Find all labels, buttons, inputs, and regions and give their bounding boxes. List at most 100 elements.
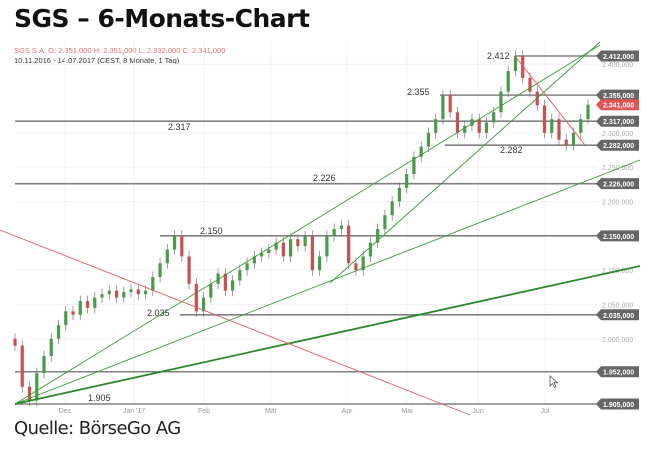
candle-body [310, 235, 314, 271]
candle-body [122, 292, 126, 298]
candle-body [129, 289, 133, 293]
candle-body [354, 263, 358, 271]
level-label: 2.412 [487, 51, 510, 61]
level-tag-text: 2.226,000 [603, 182, 634, 189]
trend-line [329, 41, 601, 284]
candle-body [56, 325, 61, 339]
x-tick-label: Mai [401, 408, 413, 415]
candle-body [187, 256, 191, 284]
last-price-text: 2.341,000 [603, 103, 634, 110]
candle-body [397, 187, 402, 202]
candle-body [463, 126, 467, 133]
level-tag-text: 2.282,000 [603, 143, 634, 150]
level-label: 2.355 [407, 87, 430, 97]
level-tag [596, 366, 639, 378]
candle-body [368, 242, 373, 257]
level-tag-text: 2.150,000 [603, 234, 634, 241]
candle-body [325, 235, 329, 257]
candle-body [27, 386, 32, 401]
candle-body [412, 156, 416, 175]
candle-body [107, 290, 111, 295]
trend-line [14, 44, 601, 405]
candle-body [143, 290, 148, 295]
level-tag [596, 230, 639, 242]
instrument-info: SGS S.A. O: 2.351,000 H: 2.351,000 L: 2.… [14, 46, 225, 55]
candle-body [455, 112, 460, 133]
x-tick-label: Mär [265, 408, 278, 415]
candle-body [20, 345, 24, 387]
candle-body [93, 297, 97, 308]
candle-body [114, 290, 119, 298]
candle-body [542, 105, 547, 133]
source-caption: Quelle: BörseGo AG [14, 418, 181, 439]
level-tag [596, 398, 639, 410]
candle-body [194, 283, 198, 312]
candle-body [492, 112, 496, 123]
candle-body [528, 77, 532, 92]
period-info: 10.11.2016 - 14.07.2017 (CEST, 8 Monate,… [14, 56, 180, 65]
candle-body [361, 256, 365, 271]
candle-body [281, 242, 285, 257]
level-label: 2.150 [200, 226, 223, 236]
candle-body [557, 119, 561, 140]
candle-body [230, 280, 235, 291]
candle-body [260, 252, 264, 257]
candle-body [426, 132, 431, 147]
candle-body [390, 201, 394, 216]
candle-body [78, 301, 82, 315]
x-tick-label: Jan '17 [123, 408, 145, 415]
candle-body [245, 263, 249, 271]
candle-body [158, 263, 162, 278]
candle-body [506, 71, 510, 92]
page-title: SGS – 6-Monats-Chart [14, 4, 310, 33]
level-tag-text: 1.952,000 [603, 370, 634, 377]
candle-body [405, 174, 409, 188]
level-label: 2.317 [168, 122, 191, 132]
candle-body [318, 256, 322, 271]
candle-body [252, 256, 256, 264]
mouse-pointer-icon [549, 375, 559, 389]
candle-body [151, 277, 155, 291]
level-label: 2.226 [313, 173, 336, 183]
x-tick-label: Jun [472, 408, 483, 415]
candle-body [223, 273, 227, 291]
candle-body [296, 239, 300, 247]
candle-body [216, 273, 220, 284]
level-label: 1.905 [88, 393, 111, 403]
candle-body [165, 249, 169, 264]
candle-body [13, 338, 17, 346]
y-tick-label: 2.050,000 [602, 302, 633, 309]
candle-body [136, 289, 140, 295]
candle-body [441, 95, 445, 120]
candle-body [347, 225, 351, 264]
candle-body [419, 146, 423, 157]
candle-body [172, 235, 177, 250]
x-tick-label: Jul [541, 408, 550, 415]
candle-body [484, 122, 489, 133]
level-label: 2.035 [147, 308, 170, 318]
candle-body [238, 270, 242, 281]
candle-body [571, 132, 576, 146]
candle-body [100, 294, 104, 298]
level-tag-text: 2.035,000 [603, 313, 634, 320]
y-tick-label: 2.300,000 [602, 131, 633, 138]
level-tag-text: 2.355,000 [603, 93, 634, 100]
candle-body [513, 56, 518, 72]
candle-body [267, 249, 271, 253]
candle-body [303, 235, 307, 247]
price-chart: SGS S.A. O: 2.351,000 H: 2.351,000 L: 2.… [0, 40, 641, 416]
y-tick-label: 2.200,000 [602, 200, 633, 207]
candle-body [180, 235, 184, 257]
x-tick-label: Feb [198, 408, 210, 415]
candle-body [521, 56, 525, 78]
level-tag [596, 309, 639, 321]
candle-body [274, 242, 278, 250]
candle-body [42, 355, 46, 374]
level-tag [596, 115, 639, 127]
candle-body [201, 297, 206, 312]
candle-body [564, 139, 568, 146]
last-price-tag [596, 99, 639, 111]
candle-body [209, 283, 213, 298]
candle-body [49, 338, 53, 356]
y-tick-label: 2.400,000 [602, 62, 633, 69]
